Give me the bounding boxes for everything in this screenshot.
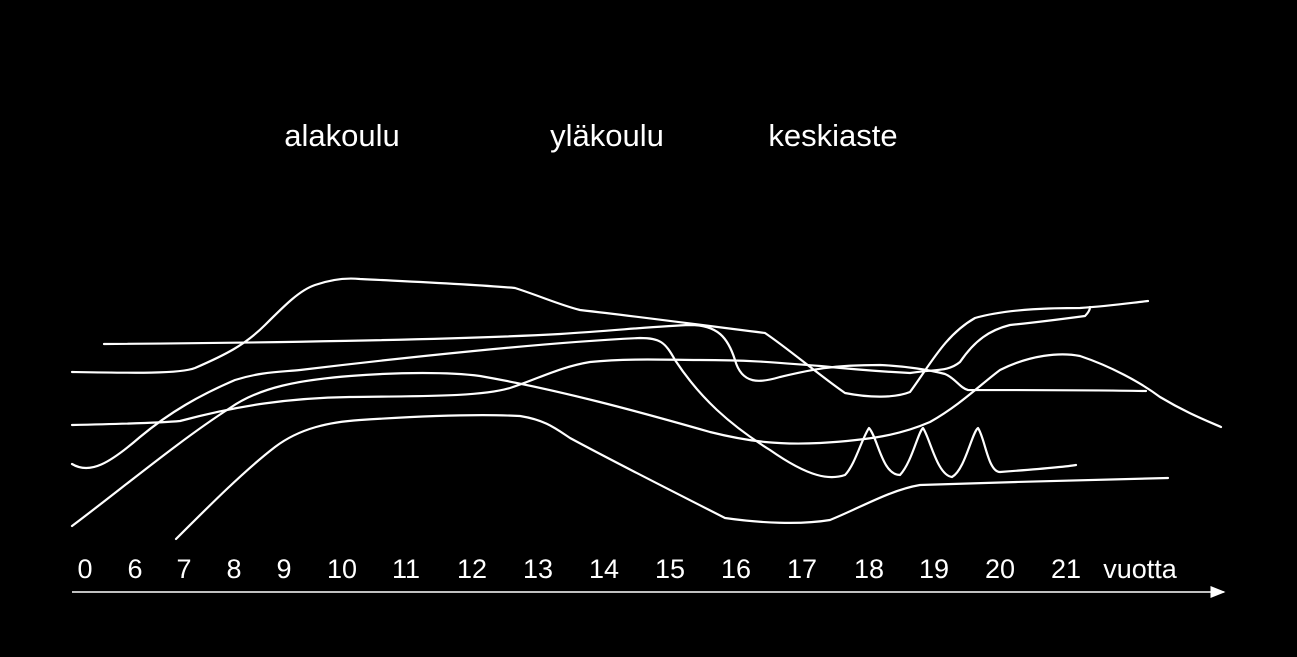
stage-label-alakoulu: alakoulu: [284, 118, 399, 153]
stage-label-ylakoulu: yläkoulu: [550, 118, 664, 153]
tick-label: 18: [854, 554, 884, 584]
age-axis: 0 6 7 8 9 10 11 12 13 14 15 16 17 18 19 …: [72, 554, 1226, 598]
tick-label: 9: [276, 554, 291, 584]
tick-label: 13: [523, 554, 553, 584]
tick-label: 6: [127, 554, 142, 584]
tick-label: 7: [176, 554, 191, 584]
learning-path-6: [174, 414, 1170, 541]
learning-path-4: [70, 305, 1092, 427]
tick-label: 19: [919, 554, 949, 584]
tick-label: 11: [392, 554, 420, 584]
tick-label: 8: [226, 554, 241, 584]
learning-path-1: [70, 277, 1150, 398]
stage-labels: alakoulu yläkoulu keskiaste: [284, 118, 897, 153]
axis-unit-label: vuotta: [1103, 554, 1178, 584]
tick-label: 10: [327, 554, 357, 584]
learning-path-2: [102, 323, 1148, 393]
tick-label: 0: [77, 554, 92, 584]
learning-path-5: [70, 353, 1223, 528]
tick-label: 16: [721, 554, 751, 584]
tick-label: 21: [1051, 554, 1081, 584]
tick-label: 20: [985, 554, 1015, 584]
tick-label: 17: [787, 554, 817, 584]
tick-label: 12: [457, 554, 487, 584]
tick-label: 15: [655, 554, 685, 584]
stage-label-keskiaste: keskiaste: [768, 118, 897, 153]
learning-paths: [70, 277, 1223, 541]
tick-label: 14: [589, 554, 619, 584]
learning-path-3: [70, 336, 1078, 479]
